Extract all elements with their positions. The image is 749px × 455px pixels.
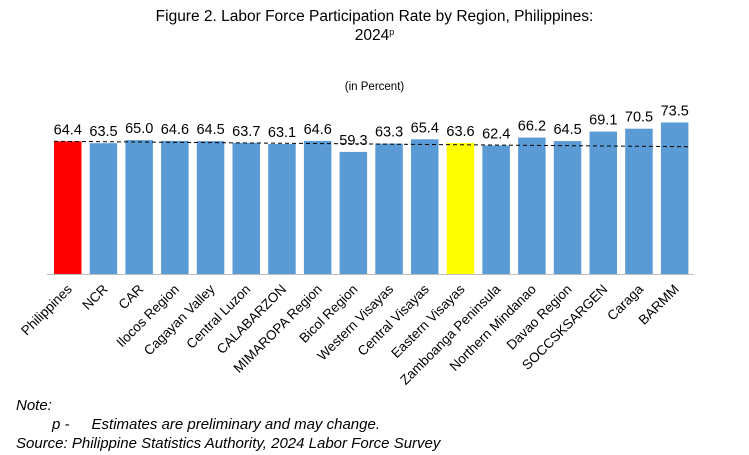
note-p-text: Estimates are preliminary and may change… [91,416,380,433]
bar-soccsksargen [589,131,617,275]
note-heading: Note: [16,397,52,414]
data-label: 64.6 [304,122,332,138]
data-label: 66.2 [518,119,546,135]
data-label: 63.7 [232,124,260,140]
bar-ilocos-region [161,140,189,275]
data-label: 64.4 [54,122,82,138]
title-year-superscript: p [389,27,395,37]
category-label: BARMM [636,282,682,328]
category-label: CAR [116,281,147,312]
bar-western-visayas [375,143,403,275]
notes: Note: p - Estimates are preliminary and m… [16,396,440,453]
bar-eastern-visayas [446,143,475,275]
bar-central-luzon [232,142,260,275]
bar-cagayan-valley [196,141,225,275]
title-year: 2024 [354,27,390,44]
note-p: p - Estimates are preliminary and may cha… [16,415,440,434]
bar-zamboanga-peninsula [482,145,510,275]
data-label: 64.6 [161,122,189,138]
data-label: 70.5 [625,110,653,126]
data-label: 63.5 [89,124,117,140]
bar-bicol-region [339,151,368,275]
bar-ncr [89,143,118,275]
value-labels-group: 64.4 63.5 65.0 64.6 64.5 63.7 63.1 64.6 59.3 63.3… [54,104,689,149]
bar-central-visayas [411,139,439,275]
data-label: 62.4 [482,127,510,143]
chart-title-year: 2024p [0,27,749,45]
data-label: 63.3 [375,125,403,141]
data-label: 63.6 [446,124,474,140]
trend-line [53,140,689,148]
bar-mimaropa-region [303,140,332,275]
bar-car [125,140,153,275]
bar-philippines [54,141,82,275]
note-p-key: p - [52,416,70,433]
data-label: 65.4 [411,120,439,136]
category-label: Philippines [18,281,75,338]
chart-title: Figure 2. Labor Force Participation Rate… [155,8,594,25]
category-label: NCR [79,281,110,312]
data-label: 64.5 [196,122,224,138]
data-label: 69.1 [589,113,617,129]
bar-davao-region [553,141,582,275]
chart-subtitle: (in Percent) [344,81,405,93]
bar-northern-mindanao [518,137,546,275]
data-label: 64.5 [553,122,581,138]
data-label: 73.5 [661,104,689,120]
bar-calabarzon [268,144,296,275]
data-label: 63.1 [268,125,296,141]
data-label: 65.0 [125,121,153,137]
note-source: Source: Philippine Statistics Authority,… [16,435,441,452]
bar-barmm [660,122,689,275]
bars-group [54,122,689,275]
bar-caraga [625,128,653,275]
data-label: 59.3 [339,133,367,149]
